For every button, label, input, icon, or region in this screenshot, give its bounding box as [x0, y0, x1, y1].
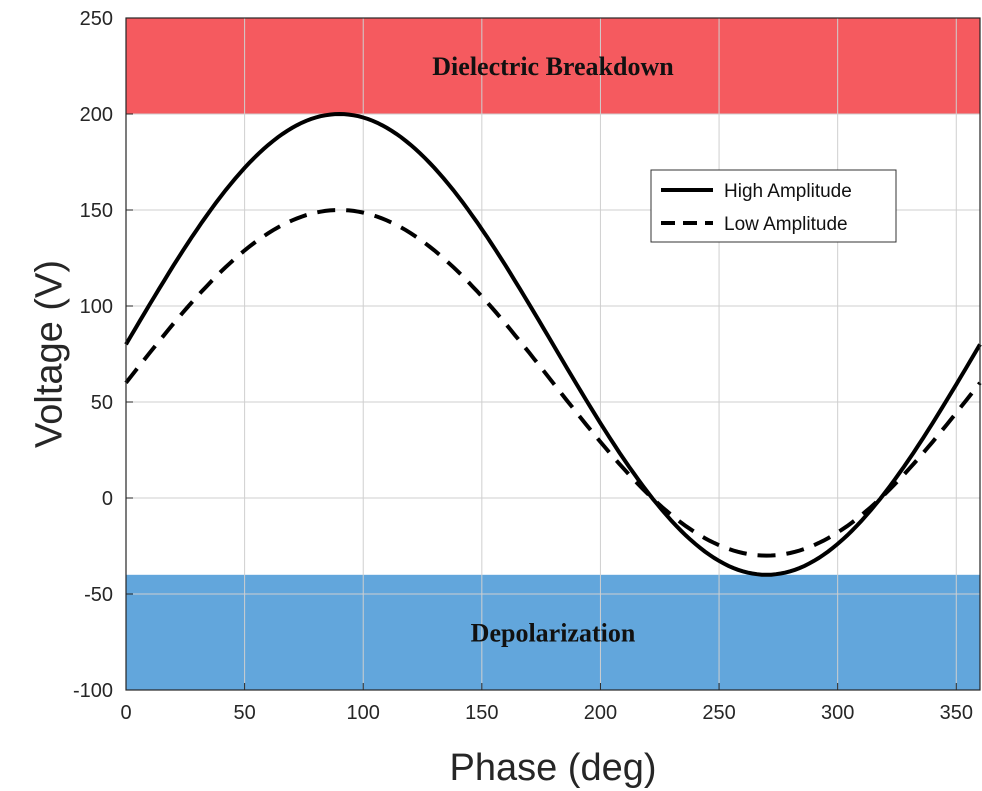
x-tick-label: 250	[702, 702, 735, 724]
threshold-regions	[126, 18, 980, 690]
region-label-1: Dielectric Breakdown	[432, 52, 674, 81]
region-label-2: Depolarization	[471, 618, 636, 647]
y-tick-label: 250	[80, 8, 113, 30]
x-tick-label: 200	[584, 702, 617, 724]
x-tick-label: 0	[120, 702, 131, 724]
series-line-2	[124, 207, 982, 558]
series-line-1	[124, 111, 982, 577]
legend-box	[650, 169, 897, 243]
x-tick-label: 300	[821, 702, 854, 724]
plot-frame	[125, 17, 981, 691]
y-axis-label: Voltage (V)	[28, 260, 70, 448]
x-tick-label: 350	[940, 702, 973, 724]
x-tick-label: 100	[347, 702, 380, 724]
axis-ticks: 0 50 100 150 200 250 300 350 -100 -50 0 50 100 150 200…	[73, 8, 973, 724]
region-labels: Dielectric Breakdown Depolarization	[432, 52, 674, 647]
y-tick-label: 150	[80, 200, 113, 222]
x-tick-label: 150	[465, 702, 498, 724]
y-tick-label: 50	[91, 392, 113, 414]
grid	[126, 18, 980, 690]
y-tick-label: 0	[102, 488, 113, 510]
y-tick-label: 100	[80, 296, 113, 318]
x-axis-label: Phase (deg)	[449, 747, 656, 789]
legend-label-1: High Amplitude	[724, 181, 852, 202]
y-tick-label: 200	[80, 104, 113, 126]
series-lines	[124, 111, 982, 577]
y-tick-label: -50	[84, 584, 113, 606]
y-tick-label: -100	[73, 680, 113, 702]
legend: High Amplitude Low Amplitude	[650, 169, 897, 243]
x-tick-label: 50	[233, 702, 255, 724]
legend-label-2: Low Amplitude	[724, 214, 848, 235]
